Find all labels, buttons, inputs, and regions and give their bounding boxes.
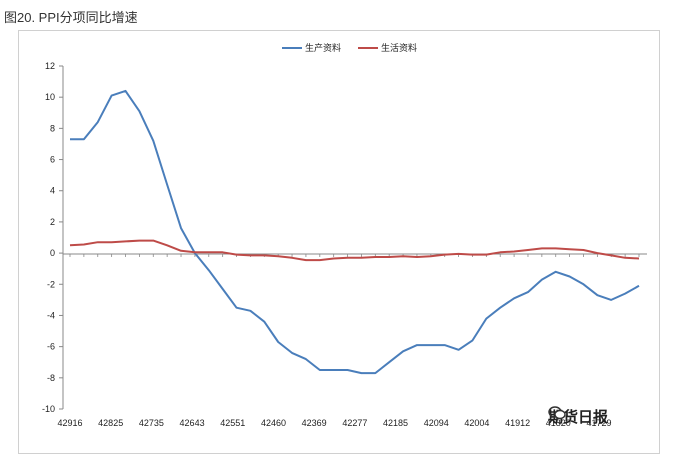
- y-tick-label: -8: [47, 373, 55, 383]
- x-tick-label: 42185: [383, 418, 408, 428]
- x-tick-label: 41820: [546, 418, 571, 428]
- y-tick-label: 2: [50, 217, 55, 227]
- x-tick-label: 42369: [302, 418, 327, 428]
- x-tick-label: 42460: [261, 418, 286, 428]
- wechat-icon: [548, 406, 566, 420]
- x-tick-label: 42916: [57, 418, 82, 428]
- y-tick-label: 4: [50, 186, 55, 196]
- legend-label: 生产资料: [305, 42, 341, 54]
- x-tick-label: 42094: [424, 418, 449, 428]
- y-tick-label: 0: [50, 248, 55, 258]
- x-tick-label: 42551: [220, 418, 245, 428]
- chart-legend: 生产资料 生活资料: [282, 42, 417, 54]
- x-tick-label: 42277: [342, 418, 367, 428]
- x-tick-label: 42735: [139, 418, 164, 428]
- series-line-2: [69, 239, 640, 262]
- y-tick-label: -2: [47, 279, 55, 289]
- y-tick-label: 10: [45, 92, 55, 102]
- y-tick-label: -6: [47, 342, 55, 352]
- x-tick-label: 42643: [180, 418, 205, 428]
- y-tick-label: 6: [50, 155, 55, 165]
- series-line-1: [70, 89, 640, 375]
- y-tick-label: 12: [45, 61, 55, 71]
- x-tick-label: 42004: [464, 418, 489, 428]
- legend-label: 生活资料: [381, 42, 417, 54]
- x-tick-label: 41912: [505, 418, 530, 428]
- x-tick-label: 41729: [586, 418, 611, 428]
- y-tick-label: 8: [50, 123, 55, 133]
- watermark: 期货日报: [548, 406, 608, 427]
- x-tick-label: 42825: [98, 418, 123, 428]
- chart-caption: 图20. PPI分项同比增速: [4, 10, 138, 25]
- series-layer: [69, 89, 640, 375]
- y-tick-label: -4: [47, 310, 55, 320]
- y-tick-label: -10: [42, 404, 55, 414]
